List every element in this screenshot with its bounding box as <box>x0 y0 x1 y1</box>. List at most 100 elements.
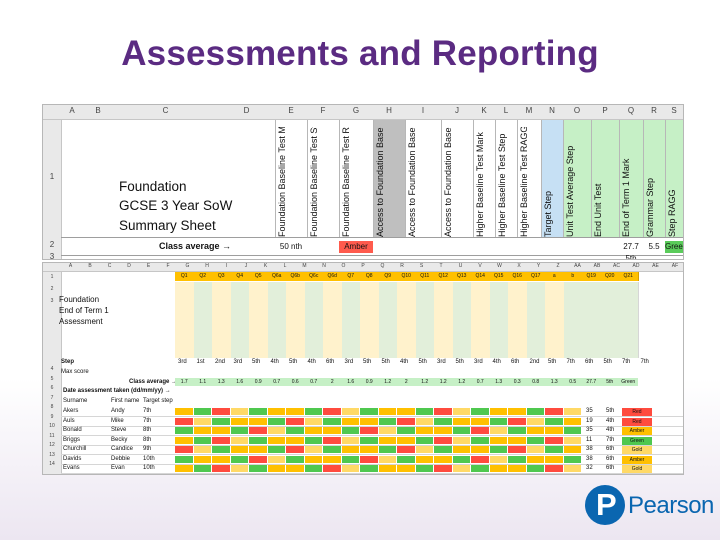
assessment-column-header-row: A B C D E F G H I J K L M N O P Q R S T U V W X Y Z AA AB AC AD AE AF <box>43 263 683 272</box>
score-heat-cell <box>471 427 489 434</box>
score-heat-cell <box>212 417 230 425</box>
row-number: 4 <box>50 366 54 372</box>
score-heat-cell <box>434 427 452 434</box>
score-heat-cell <box>471 408 489 415</box>
student-step: 6th <box>606 465 615 471</box>
score-heat-cell <box>304 417 322 425</box>
vertical-header-text: Grammar Step <box>645 177 655 237</box>
description-cell-bg <box>323 282 343 358</box>
score-heat-cell <box>471 446 489 453</box>
assessment-row-header-column: 1 2 3 4 5 6 7 8 9 10 11 12 13 14 <box>43 272 62 474</box>
description-cell-bg <box>397 282 417 358</box>
score-heat-cell <box>286 455 304 463</box>
column-letter: O <box>341 263 346 269</box>
column-letter: J <box>455 106 459 115</box>
score-heat-cell <box>489 455 507 463</box>
score-heat-cell <box>397 465 415 472</box>
student-surname: Briggs <box>63 436 81 443</box>
assessment-title-line-1: Foundation <box>59 295 100 304</box>
student-step: 7th <box>606 436 615 443</box>
score-heat-cell <box>434 408 452 415</box>
score-heat-cell <box>267 465 285 472</box>
score-heat-cell <box>397 427 415 434</box>
score-heat-cell <box>526 427 544 434</box>
score-heat-cell <box>563 455 581 463</box>
step-value: 5th <box>289 359 298 365</box>
student-rag-status: Amber <box>622 455 652 464</box>
description-cell-bg <box>267 282 287 358</box>
score-heat-cell <box>286 427 304 434</box>
row-number: 9 <box>50 413 54 420</box>
question-header: Q5 <box>249 272 269 281</box>
score-heat-cell <box>323 436 341 444</box>
question-header: Q10 <box>397 272 417 281</box>
description-cell-bg <box>360 282 380 358</box>
column-letter: C <box>162 106 169 115</box>
student-row <box>61 445 683 455</box>
student-first-name: Andy <box>111 408 125 414</box>
score-heat-cell <box>378 465 396 472</box>
score-heat-cell <box>471 436 489 444</box>
column-letter: AD <box>632 263 640 269</box>
score-heat-cell <box>378 408 396 415</box>
class-average-value: 1.3 <box>489 378 508 386</box>
step-value: 7th <box>566 359 575 365</box>
score-heat-cell <box>212 446 230 453</box>
score-heat-cell <box>489 465 507 472</box>
student-first-name: Debbie <box>111 455 131 462</box>
row-number: 8 <box>50 404 54 410</box>
score-heat-cell <box>378 446 396 453</box>
score-heat-cell <box>545 417 563 425</box>
slide-title: Assessments and Reporting <box>121 34 599 73</box>
score-heat-cell <box>508 455 526 463</box>
score-heat-cell <box>526 455 544 463</box>
class-average-value: Green <box>619 378 638 386</box>
column-letter: AB <box>593 263 601 269</box>
pearson-logo-letter: P <box>596 487 617 522</box>
score-heat-cell <box>341 436 359 444</box>
header-cell-bg <box>495 120 518 237</box>
question-header: Q15 <box>489 272 509 281</box>
step-value: 4th <box>307 359 316 365</box>
column-letter: L <box>283 263 287 269</box>
column-letter: X <box>517 263 521 269</box>
student-total: 38 <box>586 446 593 452</box>
assessment-title-line-2: End of Term 1 <box>59 306 109 315</box>
header-cell-bg <box>275 120 308 237</box>
vertical-header-text: Higher Baseline Test Mark <box>475 132 485 237</box>
class-average-value: 0.9 <box>360 378 379 386</box>
score-heat-cell <box>341 455 359 463</box>
header-cell-bg <box>591 120 620 237</box>
score-heat-cell <box>286 417 304 425</box>
vertical-header-text: Foundation Baseline Test RAGG <box>341 127 351 237</box>
score-heat-cell <box>526 465 544 472</box>
description-cell-bg <box>193 282 213 358</box>
student-column-header: Target step <box>143 398 173 404</box>
description-cell-bg <box>230 282 250 358</box>
student-column-header: Surname <box>63 398 88 404</box>
score-heat-cell <box>563 465 581 472</box>
column-letter: S <box>419 263 424 269</box>
score-heat-cell <box>249 465 267 472</box>
student-surname: Auls <box>63 417 75 424</box>
score-heat-cell <box>397 436 415 444</box>
column-letter: E <box>146 263 151 269</box>
score-heat-cell <box>471 465 489 472</box>
step-value: 5th <box>603 359 612 365</box>
question-header: Q8 <box>360 272 380 281</box>
score-heat-cell <box>286 465 304 472</box>
score-heat-cell <box>193 465 211 472</box>
question-header: Q4 <box>230 272 250 281</box>
score-heat-cell <box>193 427 211 434</box>
header-cell-bg <box>665 120 683 237</box>
row-number: 2 <box>50 286 54 292</box>
vertical-header-text: Access to Foundation Baseline Test Step <box>407 127 417 237</box>
score-heat-cell <box>563 436 581 444</box>
score-heat-cell <box>508 446 526 453</box>
student-row <box>61 436 683 446</box>
score-heat-cell <box>249 446 267 453</box>
student-column-header: First name <box>111 398 140 404</box>
column-letter: I <box>225 263 228 269</box>
score-heat-cell <box>212 465 230 472</box>
column-letter: Q <box>627 106 635 115</box>
